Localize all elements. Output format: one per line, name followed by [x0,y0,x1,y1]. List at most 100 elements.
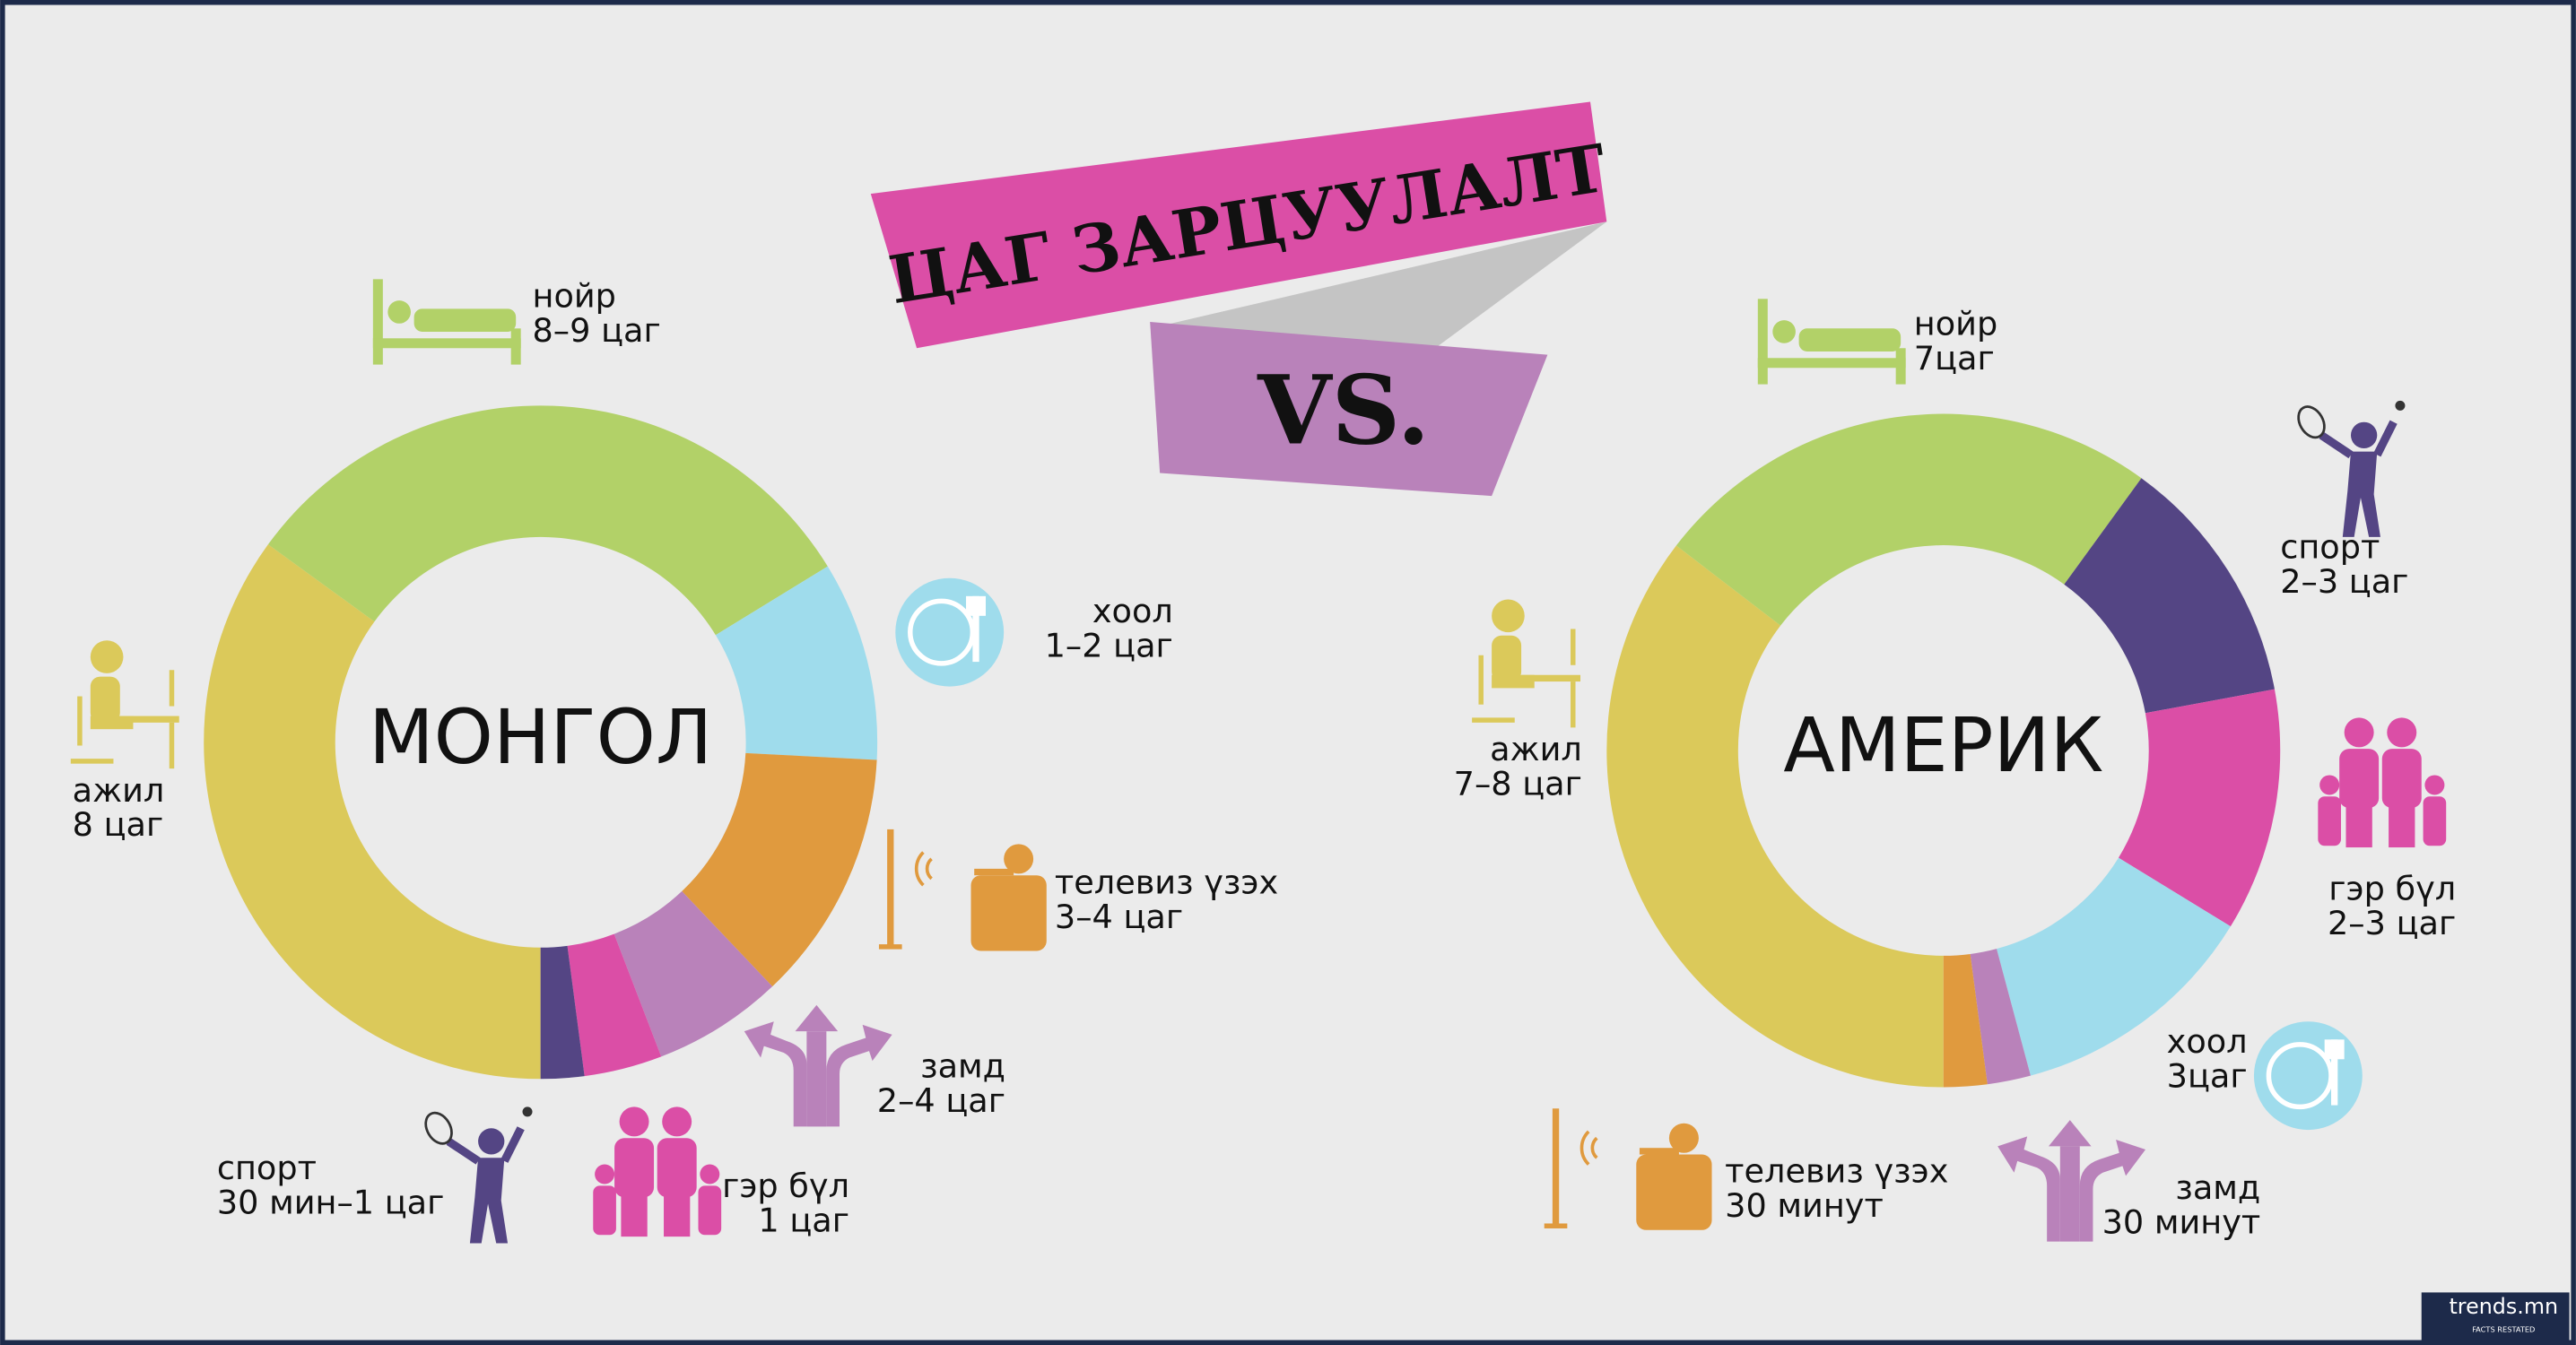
icon-part [966,595,987,616]
segment-label: спорт [217,1149,317,1187]
icon-part [1004,844,1034,874]
icon-part [1478,655,1484,705]
icon-part [664,1193,691,1237]
icon-part [424,1111,453,1145]
icon-family [593,1106,722,1237]
versus: VS. [1257,355,1430,467]
icon-sport [2297,400,2406,537]
icon-part [970,875,1047,951]
donut-segment [267,405,828,636]
segment-duration: 1 цаг [758,1202,849,1240]
icon-part [510,328,521,365]
icon-part [1571,629,1576,665]
segment-duration: 7–8 цаг [1454,764,1582,803]
icon-part [878,944,902,950]
icon-part [1895,348,1906,385]
icon-part [972,595,979,663]
logo-tagline: FACTS RESTATED [2472,1324,2535,1333]
icon-part [2344,717,2374,748]
icon-family [2318,717,2447,848]
icon-part [614,1138,655,1198]
icon-part [2079,1140,2146,1242]
donut-segment [2118,689,2281,927]
icon-part [619,1106,649,1137]
icon-part [169,670,175,707]
icon-part [77,696,83,746]
icon-part [372,279,383,365]
logo-box [2421,1292,2570,1341]
icon-part [1668,1123,1699,1153]
segment-duration: 30 минут [1725,1186,1884,1225]
donut-segment [682,752,877,987]
icon-part [795,1004,839,1032]
icon-part [469,1158,509,1244]
segment-duration: 2–4 цаг [877,1081,1005,1120]
icon-part [744,1021,807,1127]
icon-part [2345,804,2372,848]
icon-part [1636,1154,1712,1230]
icon-part [1544,1223,1568,1228]
banner-shadow [1150,221,1607,365]
donut-segment [614,890,773,1057]
icon-part [2059,1146,2080,1242]
segment-label: нойр [533,276,616,315]
icon-part [1757,358,1906,369]
segment-duration: 1–2 цаг [1045,627,1173,665]
icon-part [2350,421,2378,448]
icon-part [887,829,894,948]
segment-duration: 8 цаг [73,805,164,844]
segment-label: спорт [2280,528,2380,567]
icon-part [1580,1130,1598,1166]
donut-segment [540,945,585,1080]
icon-food [2253,1021,2363,1131]
icon-part [1757,299,1768,385]
segment-label: хоол [2167,1022,2248,1061]
icon-part [70,759,114,764]
segment-duration: 2–3 цаг [2280,562,2408,601]
segment-duration: 30 минут [2102,1202,2261,1241]
segment-label: хоол [1092,592,1173,630]
icon-part [974,868,1014,876]
icon-part [1571,681,1576,728]
logo: trends.mn [2449,1294,2558,1319]
icon-part [914,851,933,887]
donut-center-label: АМЕРИК [1783,701,2103,789]
segment-label: ажил [1490,730,1582,768]
icon-part [621,1193,648,1237]
icon-part [2324,1039,2345,1060]
icon-part [2387,717,2417,748]
icon-part [1798,328,1902,351]
donut-segment [567,933,662,1077]
icon-work [1472,599,1581,728]
segment-duration: 3–4 цаг [1055,898,1183,936]
icon-part [1521,674,1581,682]
segment-label: ажил [73,771,165,810]
segment-label: нойр [1914,305,1997,343]
icon-bed [1757,299,1906,385]
icon-sport [424,1106,533,1244]
icon-part [2389,804,2415,848]
donut-segment [2064,478,2275,714]
icon-part [1492,635,1522,682]
icon-part [2331,1039,2338,1106]
segment-label: гэр бүл [2328,870,2456,908]
icon-part [2318,796,2341,846]
segment-label: замд [920,1046,1005,1085]
donut-center-label: МОНГОЛ [369,693,712,781]
icon-part [90,640,124,673]
icon-bed [372,279,521,365]
icon-part [1772,320,1796,343]
icon-tv [1544,1108,1712,1230]
icon-part [595,1164,615,1184]
icon-part [522,1106,533,1117]
icon-part [2342,451,2380,537]
icon-part [698,1185,722,1236]
icon-road [1997,1120,2146,1242]
segment-label: гэр бүл [722,1167,849,1205]
icon-part [413,308,517,332]
icon-part [826,1024,892,1127]
